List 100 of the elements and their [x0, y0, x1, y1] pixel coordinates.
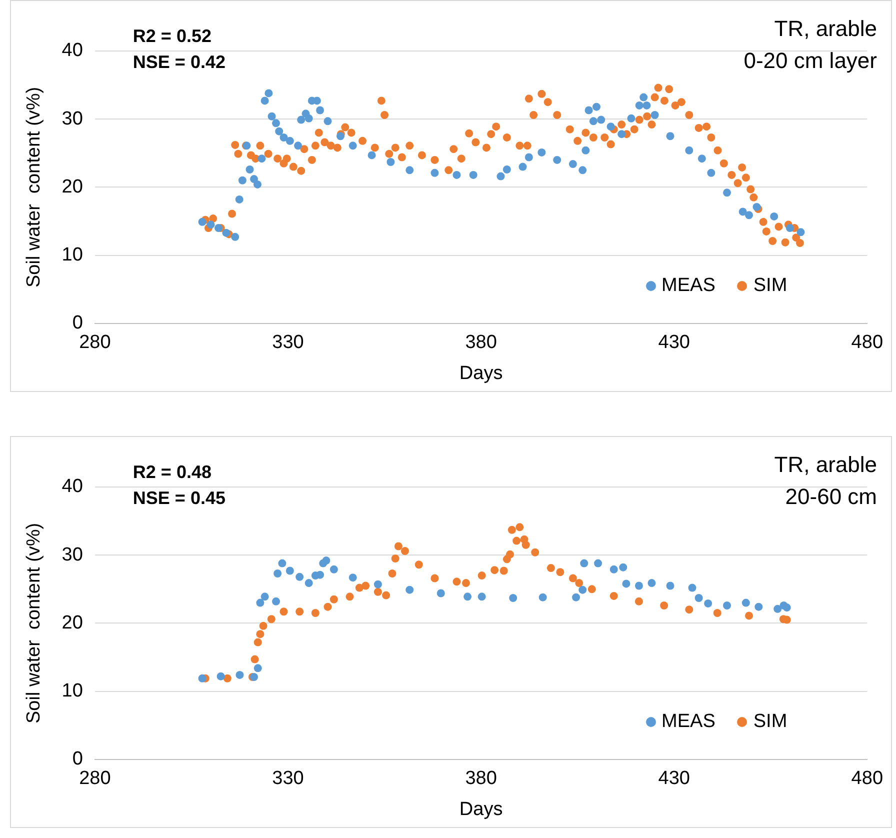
- x-tick-label: 330: [272, 768, 304, 790]
- point: [256, 630, 264, 638]
- point: [522, 540, 530, 549]
- point: [254, 664, 262, 672]
- point: [509, 594, 518, 602]
- point: [330, 565, 338, 574]
- point: [742, 598, 750, 607]
- point: [666, 582, 674, 590]
- point: [394, 542, 402, 550]
- point: [316, 570, 324, 579]
- point: [490, 566, 499, 574]
- point: [216, 672, 225, 680]
- point: [512, 536, 521, 545]
- point: [256, 598, 264, 607]
- point: [478, 592, 486, 601]
- y-tick-label: 30: [62, 108, 83, 130]
- point: [575, 579, 584, 588]
- point: [580, 559, 588, 568]
- point: [594, 559, 602, 568]
- x-axis-title: Days: [459, 798, 503, 820]
- point: [516, 523, 524, 532]
- x-axis-title: Days: [459, 362, 503, 384]
- point: [198, 674, 206, 682]
- y-tick-label: 10: [62, 680, 83, 702]
- point: [634, 597, 643, 606]
- legend-label: SIM: [753, 711, 788, 734]
- point: [578, 586, 587, 594]
- x-tick-label: 380: [465, 332, 497, 354]
- point: [568, 574, 577, 582]
- point: [278, 559, 286, 568]
- y-tick-label: 0: [72, 748, 83, 770]
- point: [348, 574, 357, 582]
- y-axis-title: Soil water content (v%): [24, 86, 45, 288]
- point: [296, 608, 304, 616]
- y-tick-label: 0: [72, 312, 83, 334]
- point: [414, 560, 423, 569]
- point: [619, 563, 628, 572]
- point: [452, 578, 461, 586]
- y-axis-title: Soil water content (v%): [24, 522, 45, 724]
- point: [685, 606, 694, 614]
- point: [400, 547, 409, 556]
- point: [648, 579, 656, 588]
- y-tick-label: 10: [62, 244, 83, 266]
- point: [322, 556, 330, 565]
- x-tick-label: 380: [465, 768, 497, 790]
- point: [722, 601, 731, 610]
- point: [391, 554, 400, 563]
- point: [374, 580, 382, 588]
- legend-label: SIM: [753, 275, 788, 298]
- point: [346, 592, 354, 601]
- point: [754, 602, 763, 611]
- point: [274, 569, 282, 578]
- point: [388, 569, 396, 578]
- point: [260, 592, 269, 601]
- x-tick-label: 430: [658, 332, 690, 354]
- point: [688, 584, 696, 592]
- point: [588, 585, 596, 594]
- point: [254, 638, 262, 646]
- point: [462, 579, 470, 588]
- point: [236, 670, 244, 679]
- y-tick-label: 20: [62, 176, 83, 198]
- point: [464, 592, 472, 601]
- y-tick-label: 40: [62, 476, 83, 498]
- point: [508, 526, 516, 534]
- y-tick-label: 20: [62, 612, 83, 634]
- point: [782, 604, 791, 612]
- point: [572, 593, 580, 602]
- point: [362, 582, 370, 590]
- legend-label: MEAS: [662, 275, 716, 298]
- point: [694, 594, 703, 602]
- point: [556, 568, 564, 576]
- point: [531, 548, 540, 556]
- point: [280, 608, 288, 616]
- point: [382, 591, 390, 600]
- point: [272, 597, 280, 606]
- x-tick-label: 480: [851, 332, 883, 354]
- y-tick-label: 30: [62, 544, 83, 566]
- legend-label: MEAS: [662, 711, 716, 734]
- annotation: NSE = 0.42: [132, 51, 226, 74]
- text: TR, arable: [774, 451, 877, 479]
- text: R2 = 0.48: [132, 461, 212, 484]
- point: [259, 622, 268, 630]
- x-tick-label: 280: [79, 768, 111, 790]
- point: [622, 580, 630, 588]
- point: [223, 674, 232, 682]
- point: [745, 612, 753, 620]
- x-tick-label: 280: [79, 332, 111, 354]
- point: [704, 599, 712, 608]
- point: [436, 589, 445, 598]
- point: [538, 593, 547, 602]
- y-tick-label: 40: [62, 40, 83, 62]
- point: [610, 592, 618, 600]
- point: [324, 602, 332, 611]
- point: [660, 601, 668, 610]
- point: [374, 588, 382, 596]
- annotation: 0-20 cm layer: [744, 47, 877, 75]
- point: [774, 604, 782, 613]
- annotation: NSE = 0.45: [132, 487, 226, 510]
- point: [610, 565, 618, 574]
- point: [330, 595, 338, 604]
